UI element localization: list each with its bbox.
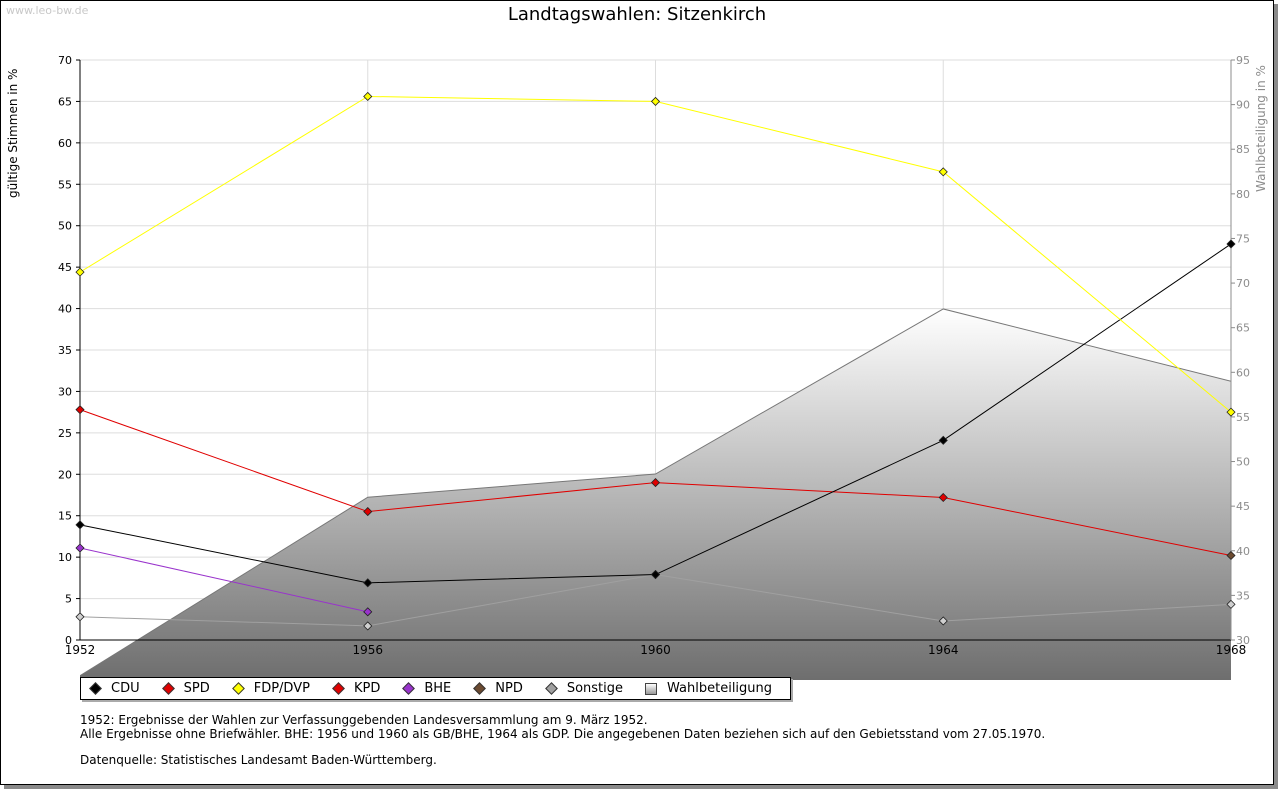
legend-marker — [473, 682, 487, 695]
y-right-tick-label: 80 — [1236, 188, 1250, 201]
legend-label: Sonstige — [566, 681, 624, 696]
y-tick-label: 45 — [58, 261, 72, 274]
y-tick-label: 25 — [58, 427, 72, 440]
y-right-tick-label: 70 — [1236, 277, 1250, 290]
x-tick-label: 1968 — [1216, 643, 1247, 657]
point-sonstige — [75, 612, 85, 622]
series-line-bhe — [79, 547, 368, 613]
legend-item: NPD — [473, 681, 523, 696]
point-spd — [363, 507, 373, 517]
point-fdp-dvp — [650, 96, 661, 106]
point-cdu — [938, 435, 948, 445]
y-tick-label: 35 — [58, 344, 72, 357]
y-tick-label: 60 — [58, 137, 72, 150]
y-axis-label-right: Wahlbeteiligung in % — [1254, 65, 1268, 192]
y-tick-label: 70 — [58, 54, 72, 67]
legend-item: Wahlbeteiligung — [645, 681, 772, 696]
y-right-tick-label: 30 — [1236, 634, 1250, 647]
point-fdp-dvp — [938, 167, 948, 177]
x-tick-label: 1964 — [928, 643, 959, 657]
y-tick-label: 40 — [58, 303, 72, 316]
y-right-tick-label: 40 — [1236, 545, 1250, 558]
point-bhe — [363, 607, 373, 617]
watermark: www.leo-bw.de — [6, 4, 89, 17]
point-npd — [1226, 550, 1236, 561]
x-tick-label: 1956 — [352, 643, 383, 657]
y-right-tick-label: 45 — [1236, 500, 1250, 513]
y-right-tick-label: 65 — [1236, 322, 1250, 335]
legend-label: SPD — [183, 681, 210, 696]
y-tick-label: 50 — [58, 220, 72, 233]
legend-swatch-square — [645, 682, 658, 695]
data-source: Datenquelle: Statistisches Landesamt Bad… — [80, 753, 437, 767]
x-tick-label: 1960 — [640, 643, 671, 657]
y-tick-label: 15 — [58, 510, 72, 523]
legend-label: FDP/DVP — [253, 681, 310, 696]
legend-marker — [332, 682, 345, 695]
legend-item: SPD — [161, 681, 210, 696]
legend-item: BHE — [402, 681, 451, 696]
footnote-1952: 1952: Ergebnisse der Wahlen zur Verfassu… — [80, 713, 648, 727]
point-sonstige — [363, 621, 373, 631]
point-cdu — [75, 520, 85, 530]
legend-marker — [544, 682, 558, 695]
point-bhe — [75, 543, 85, 553]
legend-label: NPD — [495, 681, 523, 696]
legend-marker — [161, 682, 175, 695]
legend-marker — [402, 682, 416, 695]
footnote-general: Alle Ergebnisse ohne Briefwähler. BHE: 1… — [80, 727, 1046, 741]
footnotes: 1952: Ergebnisse der Wahlen zur Verfassu… — [80, 713, 1045, 767]
legend: CDU SPD FDP/DVP KPD BHE NPD Sonstige Wahlbeteil… — [80, 677, 792, 700]
point-fdp-dvp — [363, 91, 373, 102]
point-spd — [938, 492, 948, 503]
legend-item: FDP/DVP — [231, 681, 310, 696]
y-tick-label: 5 — [65, 593, 72, 606]
legend-label: BHE — [424, 681, 452, 696]
legend-label: KPD — [353, 681, 381, 696]
legend-label: Wahlbeteiligung — [667, 681, 773, 696]
y-right-tick-label: 60 — [1236, 366, 1250, 379]
point-cdu — [650, 569, 661, 580]
legend-label: CDU — [111, 681, 140, 696]
legend-item: Sonstige — [544, 681, 624, 696]
point-fdp-dvp — [1226, 407, 1236, 417]
point-sonstige — [938, 616, 948, 626]
series-lines — [75, 91, 1236, 631]
chart-canvas: 0 5 10 15 20 25 30 35 40 45 50 55 60 65 70 30 35 40 45 50 55… — [6, 54, 1268, 680]
y-right-tick-label: 55 — [1236, 411, 1250, 424]
y-right-tick-label: 95 — [1236, 54, 1250, 67]
y-tick-label: 0 — [65, 634, 72, 647]
legend-marker — [231, 682, 245, 695]
y-right-tick-label: 35 — [1236, 589, 1250, 602]
y-axis-label: gültige Stimmen in % — [6, 69, 20, 198]
y-right-tick-label: 85 — [1236, 143, 1250, 156]
x-tick-label: 1952 — [65, 643, 96, 657]
y-tick-label: 55 — [58, 178, 72, 191]
point-cdu — [1226, 239, 1236, 249]
y-right-tick-label: 50 — [1236, 456, 1250, 469]
axes: 0 5 10 15 20 25 30 35 40 45 50 55 60 65 70 30 35 40 45 50 55… — [58, 54, 1250, 657]
y-right-tick-label: 75 — [1236, 232, 1250, 245]
chart-title: Landtagswahlen: Sitzenkirch — [507, 4, 767, 25]
y-tick-label: 10 — [58, 551, 72, 564]
legend-item: KPD — [332, 681, 380, 696]
point-spd — [650, 478, 661, 488]
point-spd — [75, 405, 85, 415]
point-fdp-dvp — [75, 267, 85, 277]
y-right-tick-label: 90 — [1236, 99, 1250, 112]
y-tick-label: 20 — [58, 468, 72, 481]
turnout-line — [80, 308, 1231, 677]
y-tick-label: 30 — [58, 385, 72, 398]
y-tick-label: 65 — [58, 95, 72, 108]
legend-item: CDU — [89, 681, 140, 696]
legend-marker — [89, 682, 102, 695]
point-cdu — [363, 578, 373, 588]
point-sonstige — [1226, 599, 1236, 609]
